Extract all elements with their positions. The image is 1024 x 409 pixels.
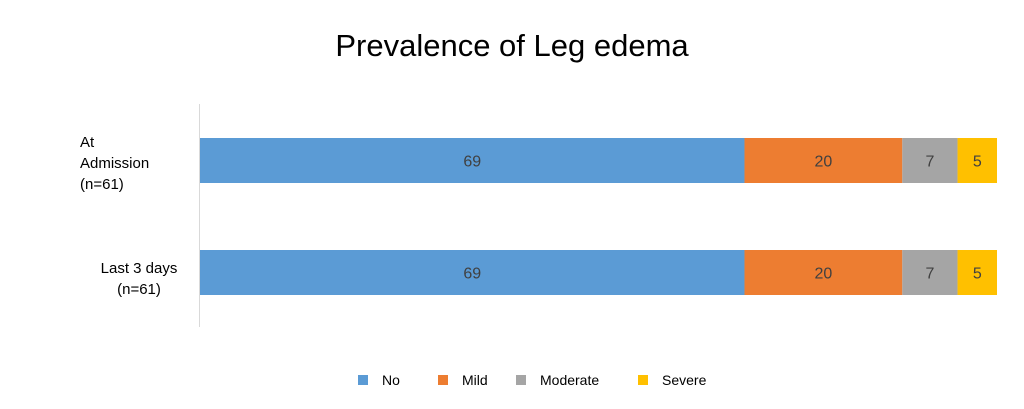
data-label-severe-0: 5 — [973, 154, 982, 171]
legend-item-moderate: Moderate — [516, 372, 599, 388]
legend-label-no: No — [382, 372, 400, 388]
chart-title: Prevalence of Leg edema — [335, 28, 689, 63]
data-label-severe-1: 5 — [973, 266, 982, 283]
bar-severe-0 — [957, 138, 997, 183]
stacked-bar-chart: 69 20 7 5 69 20 7 5 — [199, 104, 997, 327]
legend-label-severe: Severe — [662, 372, 707, 388]
data-label-no-0: 69 — [463, 154, 481, 171]
legend-item-mild: Mild — [438, 372, 488, 388]
bar-no-1 — [200, 250, 745, 295]
category-label-last-3-days: Last 3 days (n=61) — [100, 260, 178, 298]
legend-item-no: No — [358, 372, 400, 388]
bar-moderate-1 — [902, 250, 958, 295]
legend-swatch-no — [358, 375, 368, 385]
data-label-no-1: 69 — [463, 266, 481, 283]
category-label-admission: At Admission (n=61) — [80, 134, 150, 193]
data-label-moderate-0: 7 — [925, 154, 934, 171]
data-label-mild-0: 20 — [814, 154, 832, 171]
data-label-mild-1: 20 — [814, 266, 832, 283]
legend-swatch-severe — [638, 375, 648, 385]
bar-no-0 — [200, 138, 745, 183]
bar-moderate-0 — [902, 138, 958, 183]
bar-mild-1 — [744, 250, 903, 295]
bar-mild-0 — [744, 138, 903, 183]
bars-group: 69 20 7 5 69 20 7 5 — [200, 138, 997, 295]
legend-label-mild: Mild — [462, 372, 488, 388]
legend-swatch-moderate — [516, 375, 526, 385]
legend-swatch-mild — [438, 375, 448, 385]
data-label-moderate-1: 7 — [925, 266, 934, 283]
legend-item-severe: Severe — [638, 372, 706, 388]
legend: No Mild Moderate Severe — [0, 372, 1024, 394]
legend-label-moderate: Moderate — [540, 372, 600, 388]
bar-severe-1 — [957, 250, 997, 295]
